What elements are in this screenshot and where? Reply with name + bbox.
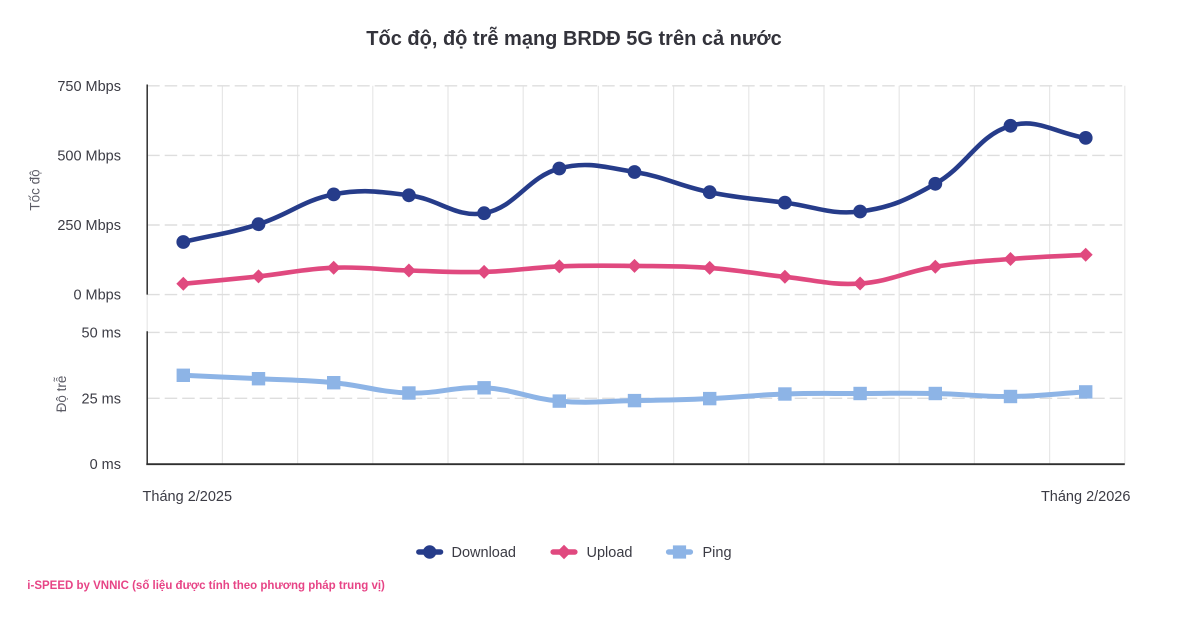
- svg-text:Tháng 2/2025: Tháng 2/2025: [143, 489, 233, 505]
- svg-text:i-SPEED by VNNIC (số liệu được: i-SPEED by VNNIC (số liệu được tính theo…: [27, 580, 385, 592]
- svg-text:Ping: Ping: [703, 545, 732, 561]
- svg-text:Upload: Upload: [587, 545, 633, 561]
- svg-text:Tốc độ, độ trễ mạng BRDĐ 5G tr: Tốc độ, độ trễ mạng BRDĐ 5G trên cả nước: [366, 26, 781, 50]
- svg-text:Độ trễ: Độ trễ: [54, 376, 69, 413]
- svg-text:500 Mbps: 500 Mbps: [57, 148, 121, 164]
- svg-text:Download: Download: [452, 545, 517, 561]
- svg-text:0 ms: 0 ms: [90, 457, 121, 473]
- svg-text:0 Mbps: 0 Mbps: [73, 288, 121, 304]
- svg-text:25 ms: 25 ms: [82, 391, 122, 407]
- svg-text:Tốc độ: Tốc độ: [28, 169, 43, 210]
- svg-text:50 ms: 50 ms: [82, 325, 122, 341]
- svg-text:250 Mbps: 250 Mbps: [57, 218, 121, 234]
- svg-text:750 Mbps: 750 Mbps: [57, 79, 121, 95]
- svg-text:Tháng 2/2026: Tháng 2/2026: [1041, 489, 1131, 505]
